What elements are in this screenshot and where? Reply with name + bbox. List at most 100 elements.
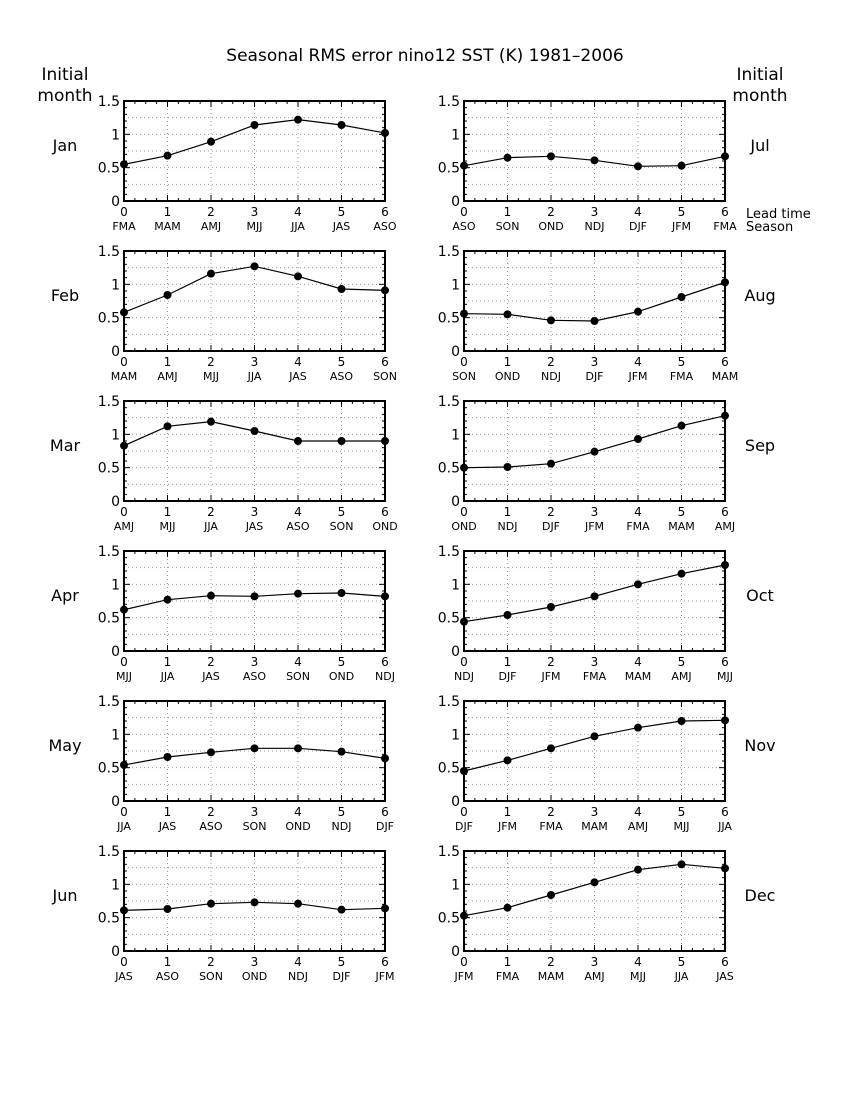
season-label: NDJ <box>585 220 605 233</box>
data-point <box>381 904 389 913</box>
data-point <box>337 285 346 293</box>
data-point <box>547 603 555 611</box>
season-label: AMJ <box>715 520 735 533</box>
data-point <box>120 761 128 769</box>
y-tick-label: 0 <box>451 344 460 360</box>
y-tick-label: 0.5 <box>98 461 120 477</box>
season-label: JJA <box>290 220 305 233</box>
x-tick-label: 1 <box>164 355 172 369</box>
x-tick-label: 0 <box>460 205 468 219</box>
data-point <box>547 152 555 161</box>
data-point <box>460 911 468 920</box>
y-tick-label: 0 <box>111 194 120 210</box>
season-label: JFM <box>497 820 517 833</box>
x-tick-label: 2 <box>547 505 555 519</box>
data-point <box>207 899 215 908</box>
season-label: AMJ <box>114 520 134 533</box>
data-point <box>634 307 642 316</box>
x-tick-label: 4 <box>634 805 642 819</box>
x-tick-label: 0 <box>460 655 468 669</box>
data-point <box>634 162 642 171</box>
y-tick-label: 0 <box>111 794 120 810</box>
x-tick-label: 0 <box>120 955 128 969</box>
y-tick-label: 0.5 <box>438 311 460 327</box>
x-tick-label: 2 <box>207 505 215 519</box>
x-tick-label: 2 <box>547 955 555 969</box>
x-tick-label: 6 <box>381 805 389 819</box>
y-tick-label: 0 <box>451 944 460 960</box>
data-point <box>250 262 259 271</box>
x-tick-label: 4 <box>634 955 642 969</box>
season-label: JJA <box>160 670 175 683</box>
season-label: FMA <box>713 220 737 233</box>
season-label: NDJ <box>332 820 352 833</box>
data-point <box>721 561 729 569</box>
season-label: JAS <box>332 220 351 233</box>
data-point <box>294 589 302 598</box>
y-tick-label: 0 <box>451 194 460 210</box>
data-point <box>163 753 172 761</box>
y-tick-label: 0 <box>111 344 120 360</box>
data-point <box>503 310 512 319</box>
x-tick-label: 6 <box>721 655 729 669</box>
season-label: SON <box>243 820 267 833</box>
x-tick-label: 5 <box>678 805 686 819</box>
x-tick-label: 1 <box>504 205 512 219</box>
x-tick-label: 6 <box>381 655 389 669</box>
season-label: JAS <box>201 670 220 683</box>
panels-group: 00.511.50FMA1MAM2AMJ3MJJ4JJA5JAS6ASOJan0… <box>48 94 775 983</box>
season-label: ASO <box>199 820 223 833</box>
season-label: SON <box>330 520 354 533</box>
x-tick-label: 0 <box>120 505 128 519</box>
season-label: JAS <box>715 970 734 983</box>
data-point <box>120 160 128 169</box>
season-label: DJF <box>332 970 350 983</box>
y-tick-label: 0.5 <box>438 911 460 927</box>
x-tick-label: 1 <box>164 955 172 969</box>
y-tick-label: 0.5 <box>98 911 120 927</box>
y-tick-label: 1 <box>111 427 120 443</box>
season-label: NDJ <box>454 670 474 683</box>
x-tick-label: 0 <box>120 655 128 669</box>
y-tick-label: 1 <box>451 727 460 743</box>
season-label: OND <box>495 370 520 383</box>
data-point <box>207 269 215 278</box>
data-point <box>163 291 172 299</box>
season-label: OND <box>538 220 563 233</box>
data-point <box>381 129 389 137</box>
right-header-line1: Initial <box>736 65 783 85</box>
season-label: JAS <box>245 520 264 533</box>
data-point <box>294 115 302 124</box>
y-tick-label: 0.5 <box>438 761 460 777</box>
month-label: Feb <box>51 286 79 305</box>
y-tick-label: 1 <box>111 577 120 593</box>
season-label: OND <box>329 670 354 683</box>
data-point <box>590 156 599 165</box>
x-tick-label: 0 <box>120 805 128 819</box>
month-label: Apr <box>51 586 79 605</box>
x-tick-label: 6 <box>721 955 729 969</box>
y-tick-label: 1.5 <box>438 394 460 410</box>
season-label: JFM <box>627 370 647 383</box>
data-point <box>163 151 172 160</box>
data-point <box>547 744 555 753</box>
season-label: MJJ <box>247 220 263 233</box>
data-point <box>381 754 389 763</box>
data-point <box>337 747 346 756</box>
x-tick-label: 2 <box>207 655 215 669</box>
season-label: JJA <box>247 370 262 383</box>
season-label: SON <box>452 370 476 383</box>
x-tick-label: 5 <box>678 505 686 519</box>
y-tick-label: 1.5 <box>438 844 460 860</box>
data-point <box>503 611 512 619</box>
data-point <box>250 121 259 129</box>
data-point <box>677 717 686 725</box>
month-label: Aug <box>744 286 775 305</box>
y-tick-label: 1 <box>111 127 120 143</box>
